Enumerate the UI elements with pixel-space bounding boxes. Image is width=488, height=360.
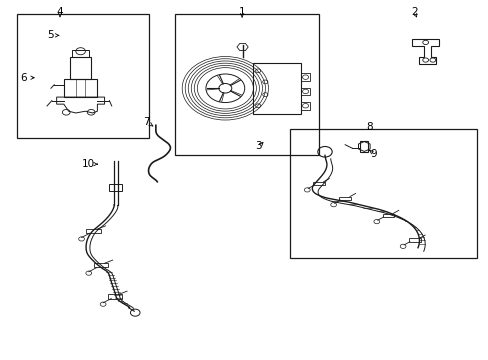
Bar (93, 263, 108, 267)
Text: 7: 7 (142, 117, 149, 127)
Bar (86, 229, 101, 233)
Text: 9: 9 (370, 149, 376, 158)
Text: 2: 2 (410, 8, 417, 17)
Text: 6: 6 (20, 73, 27, 83)
Bar (72, 50, 89, 57)
Bar (339, 197, 351, 200)
Text: 3: 3 (255, 141, 262, 152)
Text: 8: 8 (365, 122, 372, 132)
Text: 4: 4 (57, 8, 63, 17)
Bar (312, 182, 325, 185)
Bar (408, 238, 420, 242)
Bar (70, 57, 91, 80)
Bar (253, 63, 300, 114)
Bar (175, 14, 318, 155)
Bar (109, 184, 122, 190)
Bar (382, 213, 394, 217)
Bar (17, 14, 148, 138)
Text: 1: 1 (238, 8, 245, 17)
Text: 10: 10 (82, 159, 95, 169)
Bar (300, 73, 310, 81)
Bar (360, 141, 367, 152)
Bar (300, 87, 310, 95)
Bar (300, 102, 310, 109)
Text: 5: 5 (47, 30, 54, 40)
Bar (289, 129, 476, 258)
Bar (64, 80, 97, 97)
Bar (108, 294, 122, 298)
